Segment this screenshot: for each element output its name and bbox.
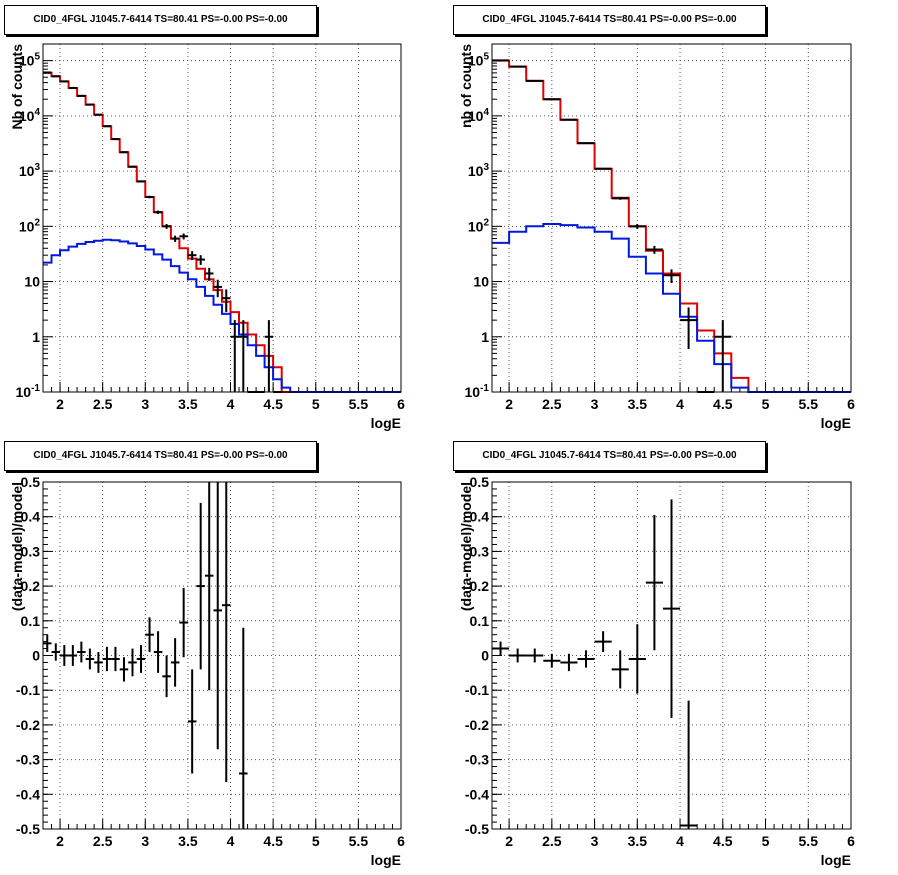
y-tick-label: 105 [19,52,41,69]
x-tick-label: 2.5 [93,833,113,849]
chart-panel-0: 2 2.5 3 3.5 4 4.5 5 5.5 6 10-1 1 10 102 103 104 105 logE… [9,43,405,431]
x-tick-label: 4.5 [713,396,733,412]
x-tick-label: 3 [591,833,599,849]
x-tick-label: 4.5 [263,396,283,412]
x-tick-label: 3 [141,833,149,849]
x-tick-label: 5 [312,396,320,412]
x-tick-label: 4.5 [713,833,733,849]
y-tick-label: 0 [481,648,489,664]
x-tick-label: 2.5 [542,396,562,412]
y-tick-label: 0.2 [21,578,41,594]
y-tick-label: 10 [473,274,489,290]
x-tick-label: 4 [676,396,684,412]
panel-title-top-right: CID0_4FGL J1045.7-6414 TS=80.41 PS=-0.00… [453,5,766,35]
chart-panel-1: 2 2.5 3 3.5 4 4.5 5 5.5 6 10-1 1 10 102 103 104 105 logE… [458,43,855,431]
y-tick-label: 103 [19,162,41,179]
y-tick-label: -0.1 [465,682,489,698]
y-tick-label: 1 [32,329,40,345]
x-axis-title: logE [821,415,851,431]
x-tick-label: 3 [591,396,599,412]
x-tick-label: 6 [397,396,405,412]
x-tick-label: 5 [762,396,770,412]
x-tick-label: 3.5 [628,833,648,849]
y-tick-label: -0.3 [16,752,40,768]
y-tick-label: -0.3 [465,752,489,768]
plot-frame [491,481,852,830]
x-tick-label: 4.5 [263,833,283,849]
y-tick-label: -0.2 [16,717,40,733]
plot-frame [491,43,852,393]
x-tick-label: 6 [847,833,855,849]
y-tick-label: 0.3 [21,543,41,559]
x-tick-label: 6 [397,833,405,849]
y-tick-label: 10 [24,274,40,290]
x-tick-label: 3.5 [178,396,198,412]
x-tick-label: 5.5 [349,833,369,849]
y-tick-label: 0.4 [21,509,41,525]
y-tick-label: 104 [468,107,490,124]
y-tick-label: 103 [468,162,490,179]
y-tick-label: 102 [468,217,490,234]
x-tick-label: 2 [56,833,64,849]
x-tick-label: 5.5 [799,833,819,849]
x-axis-title: logE [821,852,851,868]
y-axis-title: Nb of counts [9,44,25,130]
chart-panel-3: 2 2.5 3 3.5 4 4.5 5 5.5 6 -0.5 -0.4 -0.3 -0.2 -0.1 0 0.… [458,474,855,868]
x-tick-label: 3.5 [628,396,648,412]
y-tick-label: -0.1 [16,682,40,698]
panel-title-bottom-left: CID0_4FGL J1045.7-6414 TS=80.41 PS=-0.00… [4,441,317,471]
y-axis-title: nb of counts [458,44,474,128]
x-tick-label: 4 [227,396,235,412]
y-tick-label: -0.2 [465,717,489,733]
y-axis-title: (data-model)/model [458,482,474,611]
x-tick-label: 2 [505,396,513,412]
y-axis-title: (data-model)/model [9,482,25,611]
y-tick-label: -0.4 [465,786,489,802]
x-tick-label: 3.5 [178,833,198,849]
x-tick-label: 6 [847,396,855,412]
chart-panel-2: 2 2.5 3 3.5 4 4.5 5 5.5 6 -0.5 -0.4 -0.3 -0.2 -0.1 0 0.… [9,474,405,868]
y-tick-label: 0 [32,648,40,664]
total-model-line [43,71,401,393]
x-tick-label: 4 [676,833,684,849]
x-tick-label: 2 [505,833,513,849]
total-model-line [492,59,851,393]
y-tick-label: 0.2 [470,578,490,594]
y-tick-label: 0.5 [21,474,41,490]
source-model-line [43,238,401,393]
x-tick-label: 2.5 [93,396,113,412]
x-axis-title: logE [371,415,401,431]
y-tick-label: 10-1 [465,383,490,400]
source-model-line [492,223,851,393]
x-tick-label: 5 [312,833,320,849]
x-axis-title: logE [371,852,401,868]
panel-title-bottom-right: CID0_4FGL J1045.7-6414 TS=80.41 PS=-0.00… [453,441,766,471]
y-tick-label: -0.4 [16,786,40,802]
y-tick-label: 105 [468,52,490,69]
plot-frame [42,43,402,393]
x-tick-label: 2 [56,396,64,412]
plot-frame [42,481,402,830]
y-tick-label: 0.1 [470,613,490,629]
y-tick-label: 0.1 [21,613,41,629]
y-tick-label: -0.5 [16,821,40,837]
y-tick-label: 0.3 [470,543,490,559]
y-tick-label: 1 [481,329,489,345]
x-tick-label: 5 [762,833,770,849]
x-tick-label: 2.5 [542,833,562,849]
panel-title-top-left: CID0_4FGL J1045.7-6414 TS=80.41 PS=-0.00… [4,5,317,35]
y-tick-label: 104 [19,107,41,124]
x-tick-label: 5.5 [799,396,819,412]
y-tick-label: -0.5 [465,821,489,837]
y-tick-label: 102 [19,217,41,234]
y-tick-label: 10-1 [16,383,41,400]
x-tick-label: 3 [141,396,149,412]
x-tick-label: 5.5 [349,396,369,412]
y-tick-label: 0.4 [470,509,490,525]
y-tick-label: 0.5 [470,474,490,490]
x-tick-label: 4 [227,833,235,849]
